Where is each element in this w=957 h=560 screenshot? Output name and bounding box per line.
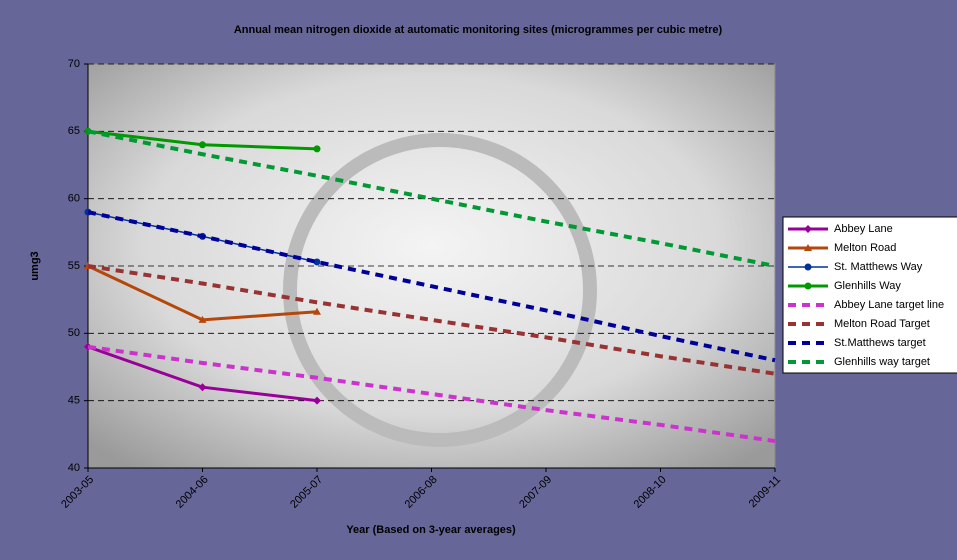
legend-label: Glenhills Way	[834, 280, 901, 292]
y-tick-label: 55	[68, 260, 80, 272]
data-point	[313, 145, 321, 153]
data-point	[313, 258, 321, 266]
legend-label: St. Matthews Way	[834, 261, 923, 273]
series-line	[87, 344, 776, 444]
y-tick-label: 60	[68, 193, 80, 205]
legend	[782, 216, 957, 374]
legend-label: Abbey Lane target line	[834, 299, 944, 311]
x-axis-title: Year (Based on 3-year averages)	[346, 524, 516, 536]
background-emblem	[283, 133, 597, 447]
chart-title: Annual mean nitrogen dioxide at automati…	[234, 24, 723, 36]
legend-label: Melton Road Target	[834, 318, 930, 330]
legend-label: Glenhills way target	[834, 356, 930, 368]
legend-label: Melton Road	[834, 242, 896, 254]
data-point	[313, 396, 321, 405]
y-tick-label: 40	[68, 462, 80, 474]
legend-marker	[804, 244, 812, 251]
y-tick-label: 50	[68, 327, 80, 339]
legend-marker	[804, 225, 812, 233]
y-axis-title: umg3	[29, 251, 41, 280]
legend-label: St.Matthews target	[834, 337, 926, 349]
series-line	[87, 210, 776, 363]
y-tick-label: 45	[68, 395, 80, 407]
data-point	[313, 307, 321, 315]
data-point	[199, 141, 206, 149]
data-point	[198, 383, 207, 392]
data-point	[198, 315, 207, 323]
legend-marker	[804, 263, 812, 271]
y-tick-label: 65	[68, 125, 80, 137]
series-line	[87, 129, 776, 268]
y-tick-label: 70	[68, 58, 80, 70]
series-line	[87, 264, 776, 376]
legend-marker	[804, 282, 812, 290]
legend-label: Abbey Lane	[834, 223, 893, 235]
